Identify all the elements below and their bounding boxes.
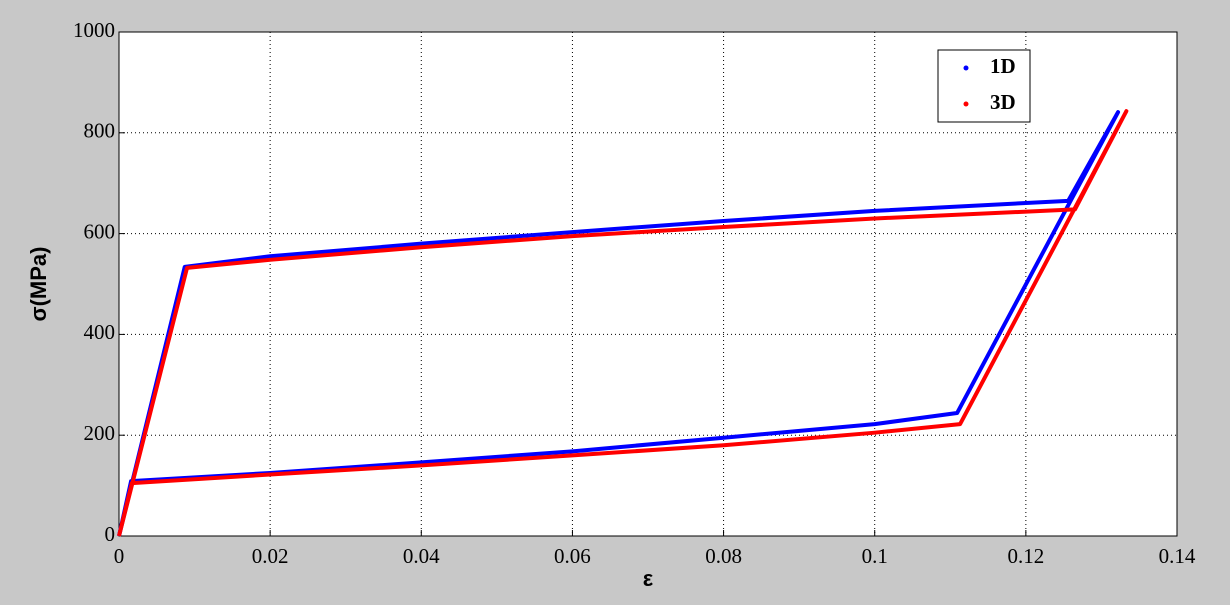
y-tick-label: 800: [84, 119, 116, 143]
x-tick-label: 0.04: [403, 544, 440, 568]
x-tick-label: 0.08: [705, 544, 742, 568]
x-tick-label: 0.1: [862, 544, 888, 568]
legend-marker: [963, 101, 969, 107]
legend-box: [937, 49, 1031, 123]
y-tick-label: 0: [105, 522, 116, 546]
x-tick-label: 0: [114, 544, 125, 568]
data-line: [117, 110, 1121, 537]
legend-label: 1D: [990, 54, 1016, 78]
x-axis-label: ε: [643, 566, 654, 591]
legend-marker: [963, 65, 969, 71]
y-tick-label: 400: [84, 320, 116, 344]
axes-box: [118, 31, 1178, 537]
y-tick-label: 1000: [73, 18, 115, 42]
x-tick-label: 0.06: [554, 544, 591, 568]
legend-label: 3D: [990, 90, 1016, 114]
data-line: [117, 109, 1129, 537]
y-tick-label: 600: [84, 219, 116, 243]
x-tick-label: 0.02: [252, 544, 289, 568]
x-tick-label: 0.12: [1007, 544, 1044, 568]
y-axis-label: σ(MPa): [26, 247, 51, 322]
y-tick-label: 200: [84, 421, 116, 445]
x-tick-label: 0.14: [1159, 544, 1196, 568]
